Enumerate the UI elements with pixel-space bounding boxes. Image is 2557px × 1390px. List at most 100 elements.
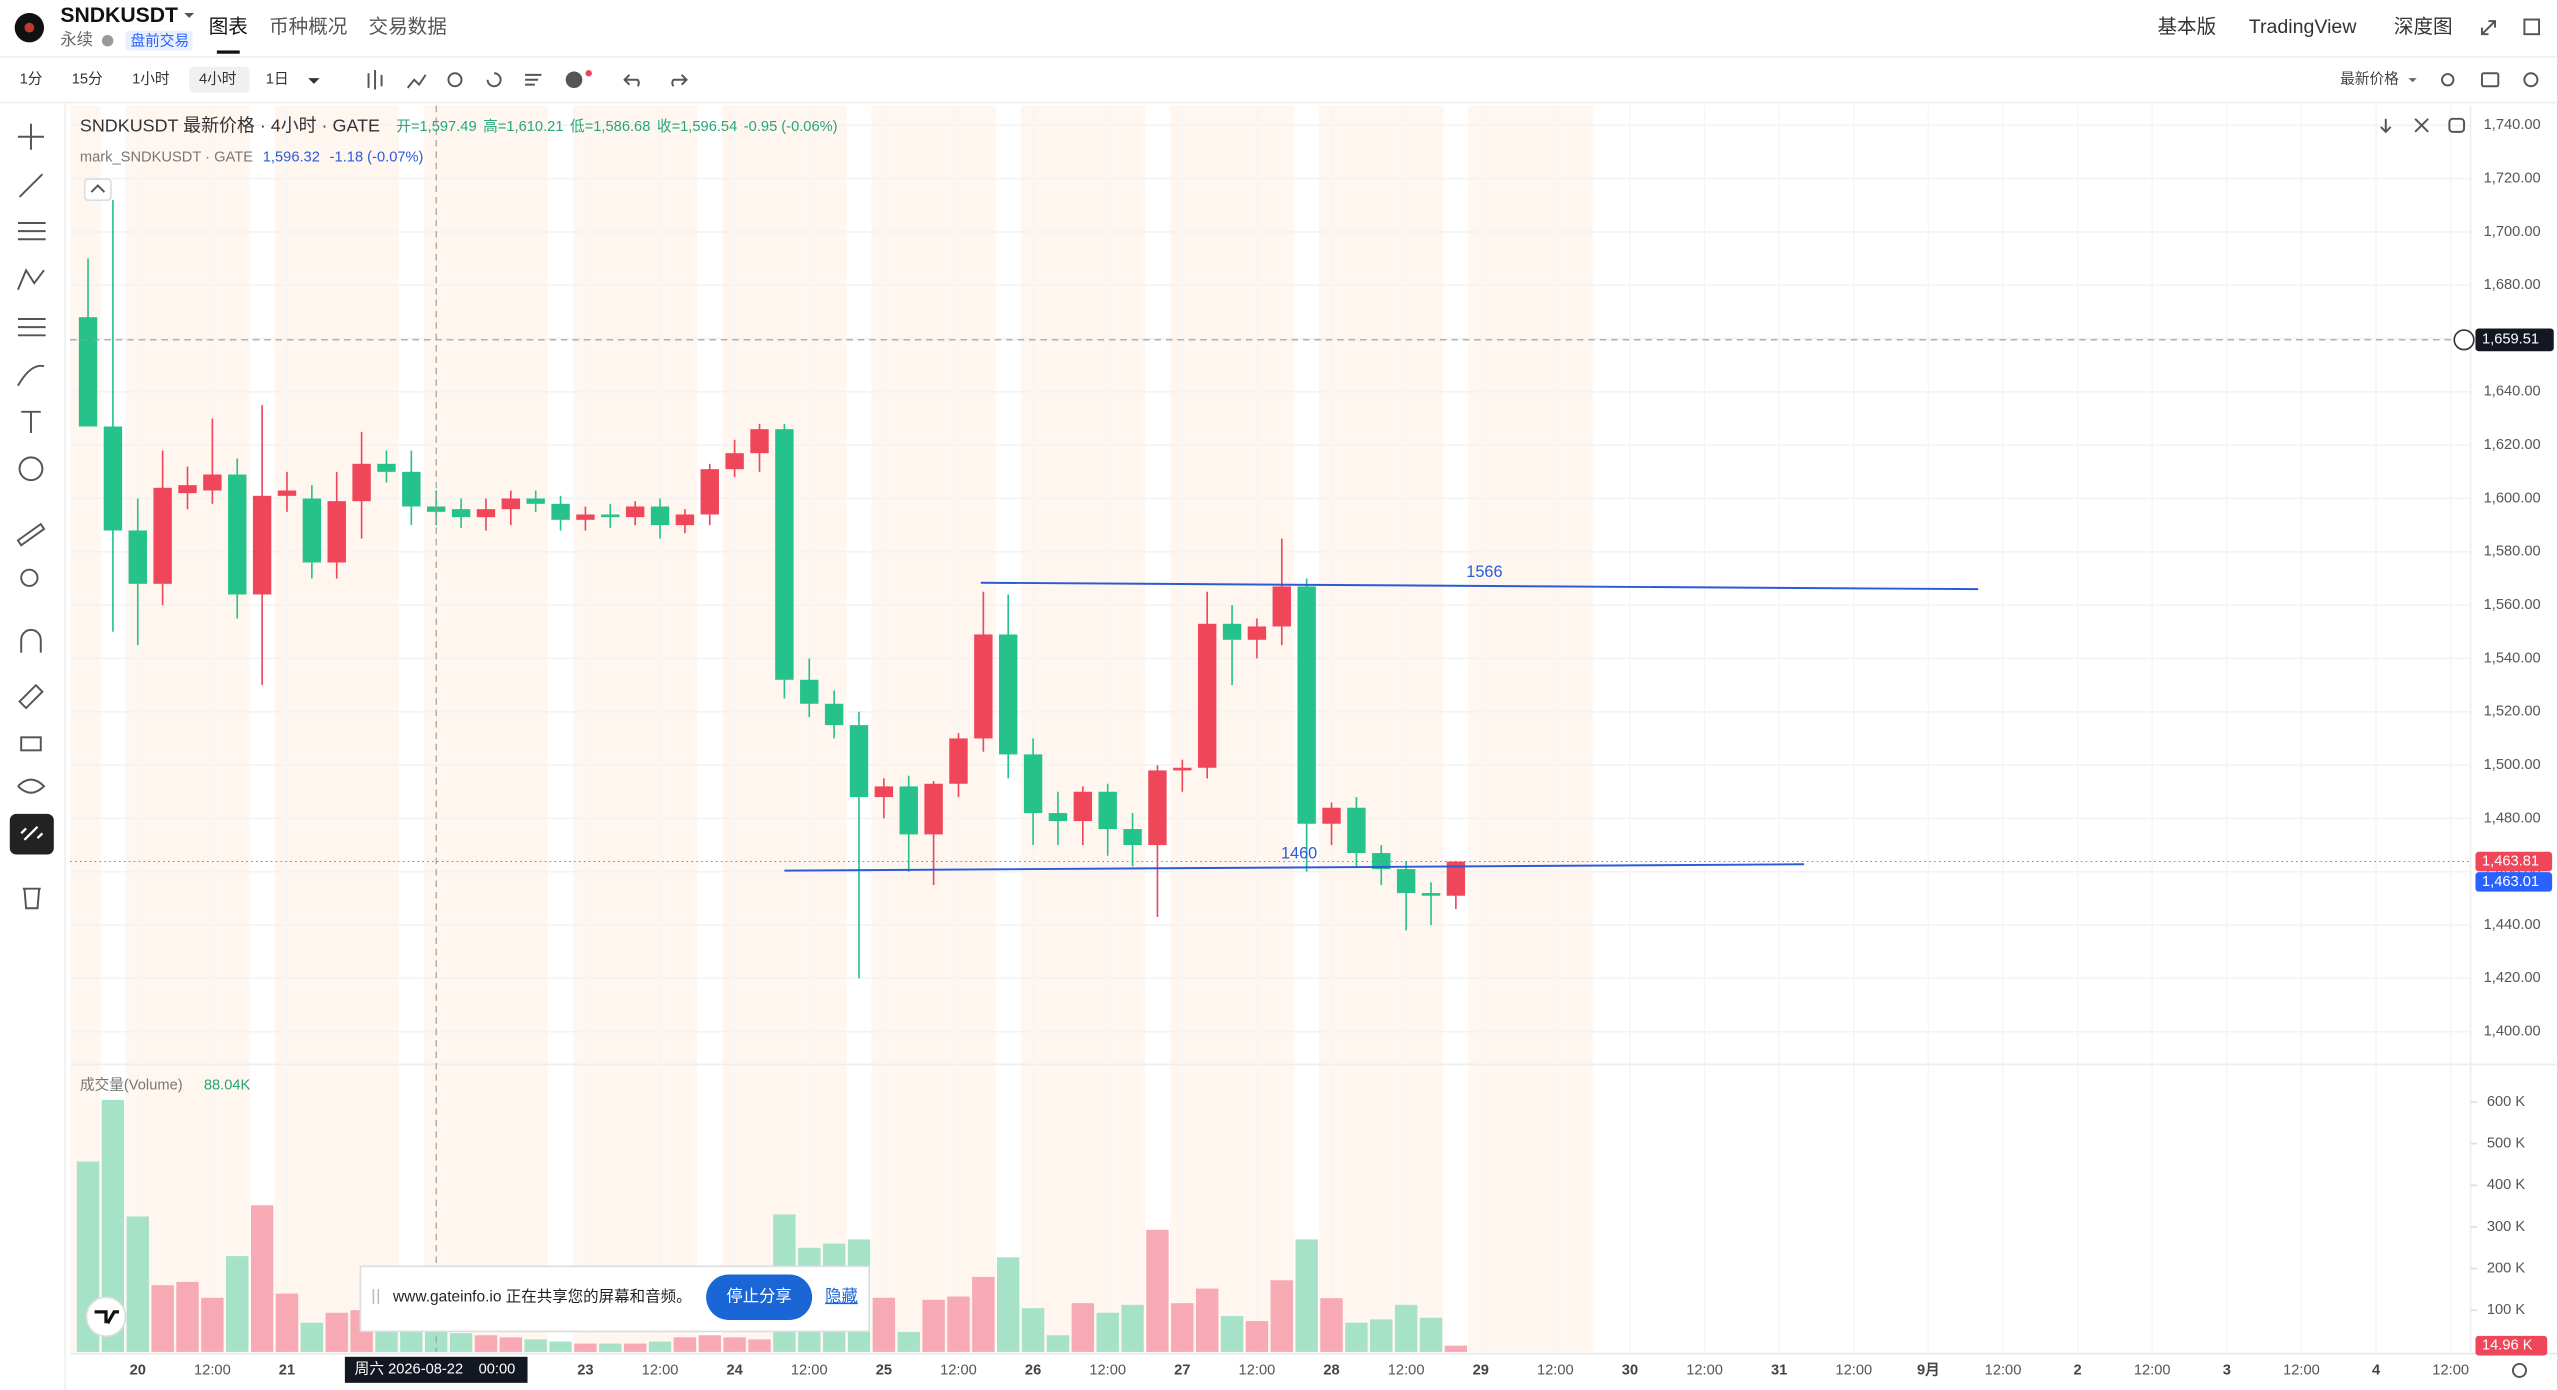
brush-tool[interactable]	[17, 364, 45, 387]
volume-bar	[250, 1205, 274, 1352]
hide-link[interactable]: 隐藏	[825, 1288, 858, 1306]
candle-body	[675, 514, 695, 526]
interval[interactable]: 1小时	[132, 71, 170, 88]
interval[interactable]: 4小时	[199, 71, 237, 88]
plugin-dot	[585, 69, 592, 77]
fullscreen-icon[interactable]	[2481, 20, 2497, 36]
axis-settings[interactable]	[2511, 1362, 2527, 1378]
volume-bar	[1096, 1312, 1119, 1352]
x-tick-label: 12:00	[940, 1362, 977, 1378]
candle-body	[78, 317, 98, 427]
replay-icon[interactable]	[486, 72, 502, 88]
candle-body	[1272, 586, 1291, 627]
template-icon[interactable]	[525, 73, 542, 86]
candle-body	[974, 634, 993, 739]
x-tick-label: 23	[577, 1362, 593, 1378]
price-label: 1,463.01	[2482, 874, 2539, 890]
tab[interactable]: 交易数据	[369, 16, 447, 38]
refresh-icon[interactable]	[2448, 117, 2466, 133]
interval[interactable]: 15分	[72, 71, 103, 88]
volume-bar	[623, 1343, 647, 1352]
x-tick-label: 25	[876, 1362, 892, 1378]
volume-bar	[1021, 1308, 1045, 1352]
volume-bar	[176, 1281, 199, 1352]
volume-bar	[723, 1337, 746, 1352]
candle-body	[725, 453, 744, 470]
scroll-icon[interactable]	[2380, 118, 2392, 134]
pattern-tool[interactable]	[17, 268, 45, 291]
reset-icon[interactable]	[2414, 118, 2429, 133]
x-tick-label: 26	[1025, 1362, 1041, 1378]
y-tick-label: 1,740.00	[2484, 117, 2541, 133]
undo-icon[interactable]	[623, 74, 640, 87]
fib-tool[interactable]	[17, 318, 46, 337]
trendline-tool[interactable]	[18, 173, 44, 198]
price-type[interactable]: 最新价格	[2340, 71, 2399, 88]
session-band	[722, 105, 847, 1352]
ruler-tool[interactable]	[16, 522, 46, 547]
settings-icon[interactable]	[2523, 72, 2539, 88]
add-alert[interactable]	[2453, 329, 2475, 351]
candle-body	[1048, 813, 1068, 822]
price-type-dropdown[interactable]	[2408, 78, 2417, 83]
visibility-tool[interactable]	[17, 778, 46, 794]
channel-tool[interactable]	[17, 222, 46, 241]
symbol-dropdown[interactable]	[184, 13, 195, 18]
crosshair-tool[interactable]	[17, 123, 45, 150]
lock-tool[interactable]	[20, 736, 42, 752]
candle-body	[775, 429, 794, 680]
session-band	[70, 105, 101, 1352]
alert-icon[interactable]	[447, 72, 463, 88]
header-link[interactable]: 基本版	[2157, 16, 2216, 38]
stop-share-button[interactable]	[706, 1274, 813, 1321]
x-tick-label: 12:00	[2432, 1362, 2469, 1378]
volume-bar	[1195, 1288, 1219, 1352]
search-icon[interactable]	[2441, 73, 2455, 87]
redo-icon[interactable]	[671, 74, 688, 87]
y-tick-label: 1,640.00	[2484, 384, 2541, 400]
header-link[interactable]: TradingView	[2249, 16, 2358, 38]
indicator-icon[interactable]	[406, 74, 427, 89]
window-icon[interactable]	[2523, 18, 2541, 36]
stop-share-label[interactable]: 停止分享	[727, 1288, 792, 1306]
volume-tick-label: 100 K	[2487, 1302, 2526, 1318]
delete-tool[interactable]	[22, 887, 41, 910]
candle-body	[750, 429, 769, 454]
candle-type-icon[interactable]	[367, 69, 383, 90]
candle-body	[949, 738, 968, 784]
camera-icon[interactable]	[2481, 72, 2500, 88]
interval[interactable]: 1日	[266, 72, 289, 88]
emoji-tool[interactable]	[18, 456, 44, 482]
volume-bar	[673, 1337, 697, 1352]
interval[interactable]: 1分	[20, 71, 43, 88]
header-link[interactable]: 深度图	[2394, 16, 2453, 38]
candle-body	[252, 495, 272, 595]
magnet-tool[interactable]	[20, 628, 42, 653]
drag-handle[interactable]	[372, 1289, 380, 1304]
link-tool[interactable]	[20, 826, 44, 841]
plugin-icon[interactable]	[565, 71, 583, 89]
symbol[interactable]: SNDKUSDT	[60, 4, 178, 27]
collapse-legend[interactable]	[83, 178, 112, 202]
volume-tick-label: 500 K	[2487, 1136, 2526, 1152]
zoom-tool[interactable]	[20, 568, 39, 587]
x-tick-label: 2	[2074, 1362, 2082, 1378]
tab[interactable]: 图表	[209, 16, 248, 38]
volume-bar	[1146, 1229, 1169, 1352]
text-tool[interactable]	[21, 410, 41, 433]
candle-body	[924, 783, 943, 835]
share-text: www.gateinfo.io 正在共享您的屏幕和音频。	[392, 1287, 692, 1305]
price-label: 1,463.81	[2482, 853, 2539, 869]
candle-body	[526, 498, 545, 504]
crosshair-date: 周六 2026-08-22	[355, 1361, 463, 1378]
draw-lock-tool[interactable]	[18, 683, 44, 710]
y-tick-label: 1,700.00	[2484, 224, 2541, 240]
candle-body	[1123, 829, 1142, 846]
candle-body	[625, 506, 645, 518]
volume-bar	[997, 1257, 1020, 1352]
interval-dropdown[interactable]	[308, 78, 320, 84]
x-tick-label: 12:00	[1388, 1362, 1425, 1378]
crosshair-price: 1,659.51	[2482, 332, 2539, 348]
info-icon[interactable]	[101, 34, 114, 47]
tab[interactable]: 币种概况	[269, 16, 347, 38]
